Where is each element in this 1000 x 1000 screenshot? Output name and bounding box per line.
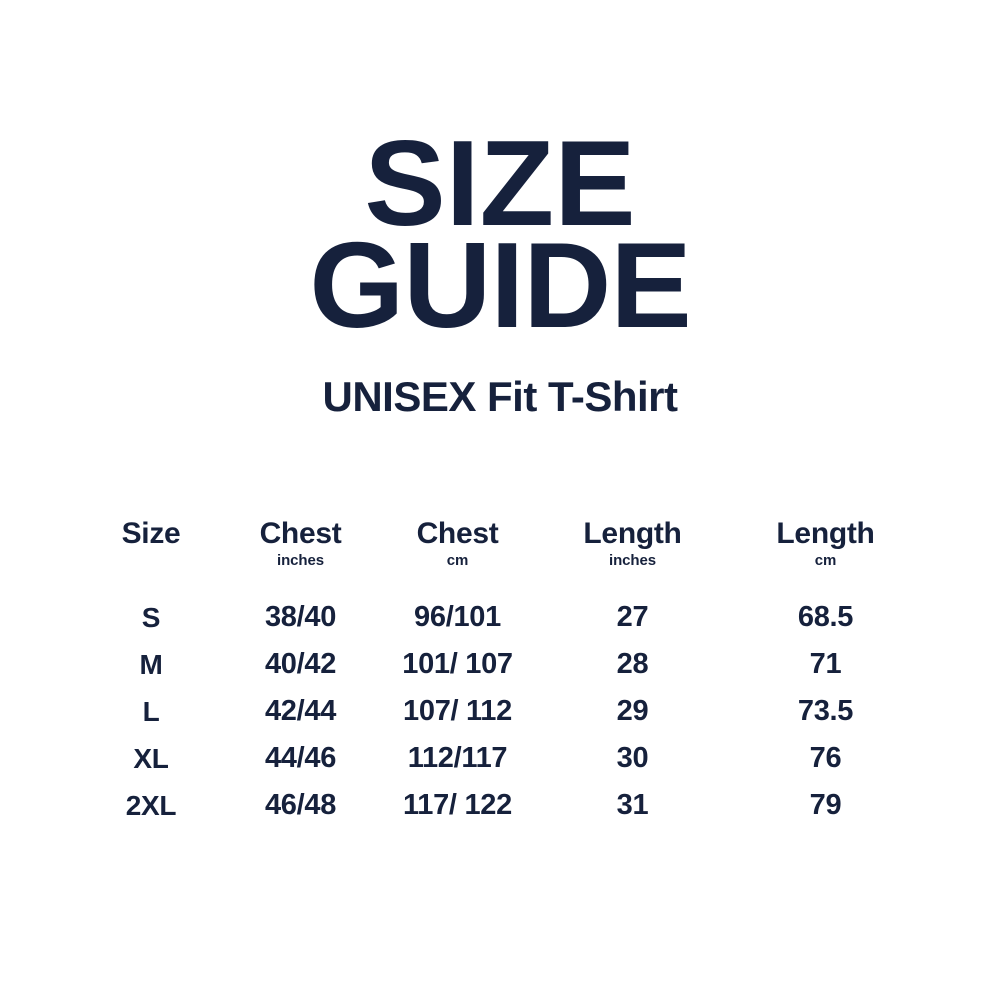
cell-chest-inches: 38/40 [264,601,337,633]
column-header-size-unit [75,550,227,572]
cell-length-inches: 27 [616,601,649,633]
cell-chest-cm: 96/101 [414,601,501,633]
table-row: XL 44/46 112/117 30 76 [75,735,927,782]
title-line-size: SIZE [364,115,636,251]
column-header-length-cm-unit: cm [814,551,837,569]
cell-size: M [139,649,163,680]
cell-size: XL [133,743,169,774]
column-header-chest-cm: Chest cm [374,516,541,594]
column-header-chest-cm-label: Chest [416,517,499,550]
table-row: 2XL 46/48 117/ 122 31 79 [75,782,927,829]
column-header-length-inches-label: Length [583,517,682,550]
cell-chest-cm: 112/117 [407,742,508,774]
cell-chest-inches: 44/46 [264,742,337,774]
table-row: L 42/44 107/ 112 29 73.5 [75,688,927,735]
page-subtitle: UNISEX Fit T-Shirt [322,373,678,420]
cell-length-cm: 79 [809,789,842,821]
column-header-size: Size [75,516,227,594]
cell-chest-inches: 40/42 [264,648,337,680]
cell-size: S [141,602,161,633]
column-header-chest-cm-unit: cm [446,551,469,569]
column-header-chest-inches-unit: inches [277,551,324,569]
page-title: SIZE GUIDE [0,115,1000,354]
size-chart-table: Size Chest inches Chest cm Length inches… [75,516,927,829]
cell-length-inches: 29 [616,695,649,727]
cell-chest-cm: 101/ 107 [402,648,513,680]
cell-chest-inches: 46/48 [264,789,337,821]
cell-length-inches: 28 [616,648,649,680]
cell-size: 2XL [125,790,177,821]
cell-chest-inches: 42/44 [264,695,337,727]
table-header-row: Size Chest inches Chest cm Length inches… [75,516,927,594]
title-line-guide: GUIDE [309,217,691,354]
cell-length-cm: 76 [809,742,842,774]
column-header-length-inches: Length inches [541,516,724,594]
column-header-length-cm: Length cm [724,516,927,594]
cell-chest-cm: 107/ 112 [403,695,512,727]
cell-chest-cm: 117/ 122 [403,789,512,821]
cell-length-cm: 73.5 [797,695,854,727]
column-header-length-inches-unit: inches [609,551,656,569]
column-header-chest-inches-label: Chest [259,517,342,550]
table-row: M 40/42 101/ 107 28 71 [75,641,927,688]
cell-size: L [142,696,160,727]
column-header-size-label: Size [121,517,181,550]
table-row: S 38/40 96/101 27 68.5 [75,594,927,641]
cell-length-inches: 31 [616,789,649,821]
column-header-chest-inches: Chest inches [227,516,374,594]
column-header-length-cm-label: Length [776,517,875,550]
cell-length-inches: 30 [616,742,649,774]
cell-length-cm: 71 [809,648,842,680]
cell-length-cm: 68.5 [797,601,854,633]
